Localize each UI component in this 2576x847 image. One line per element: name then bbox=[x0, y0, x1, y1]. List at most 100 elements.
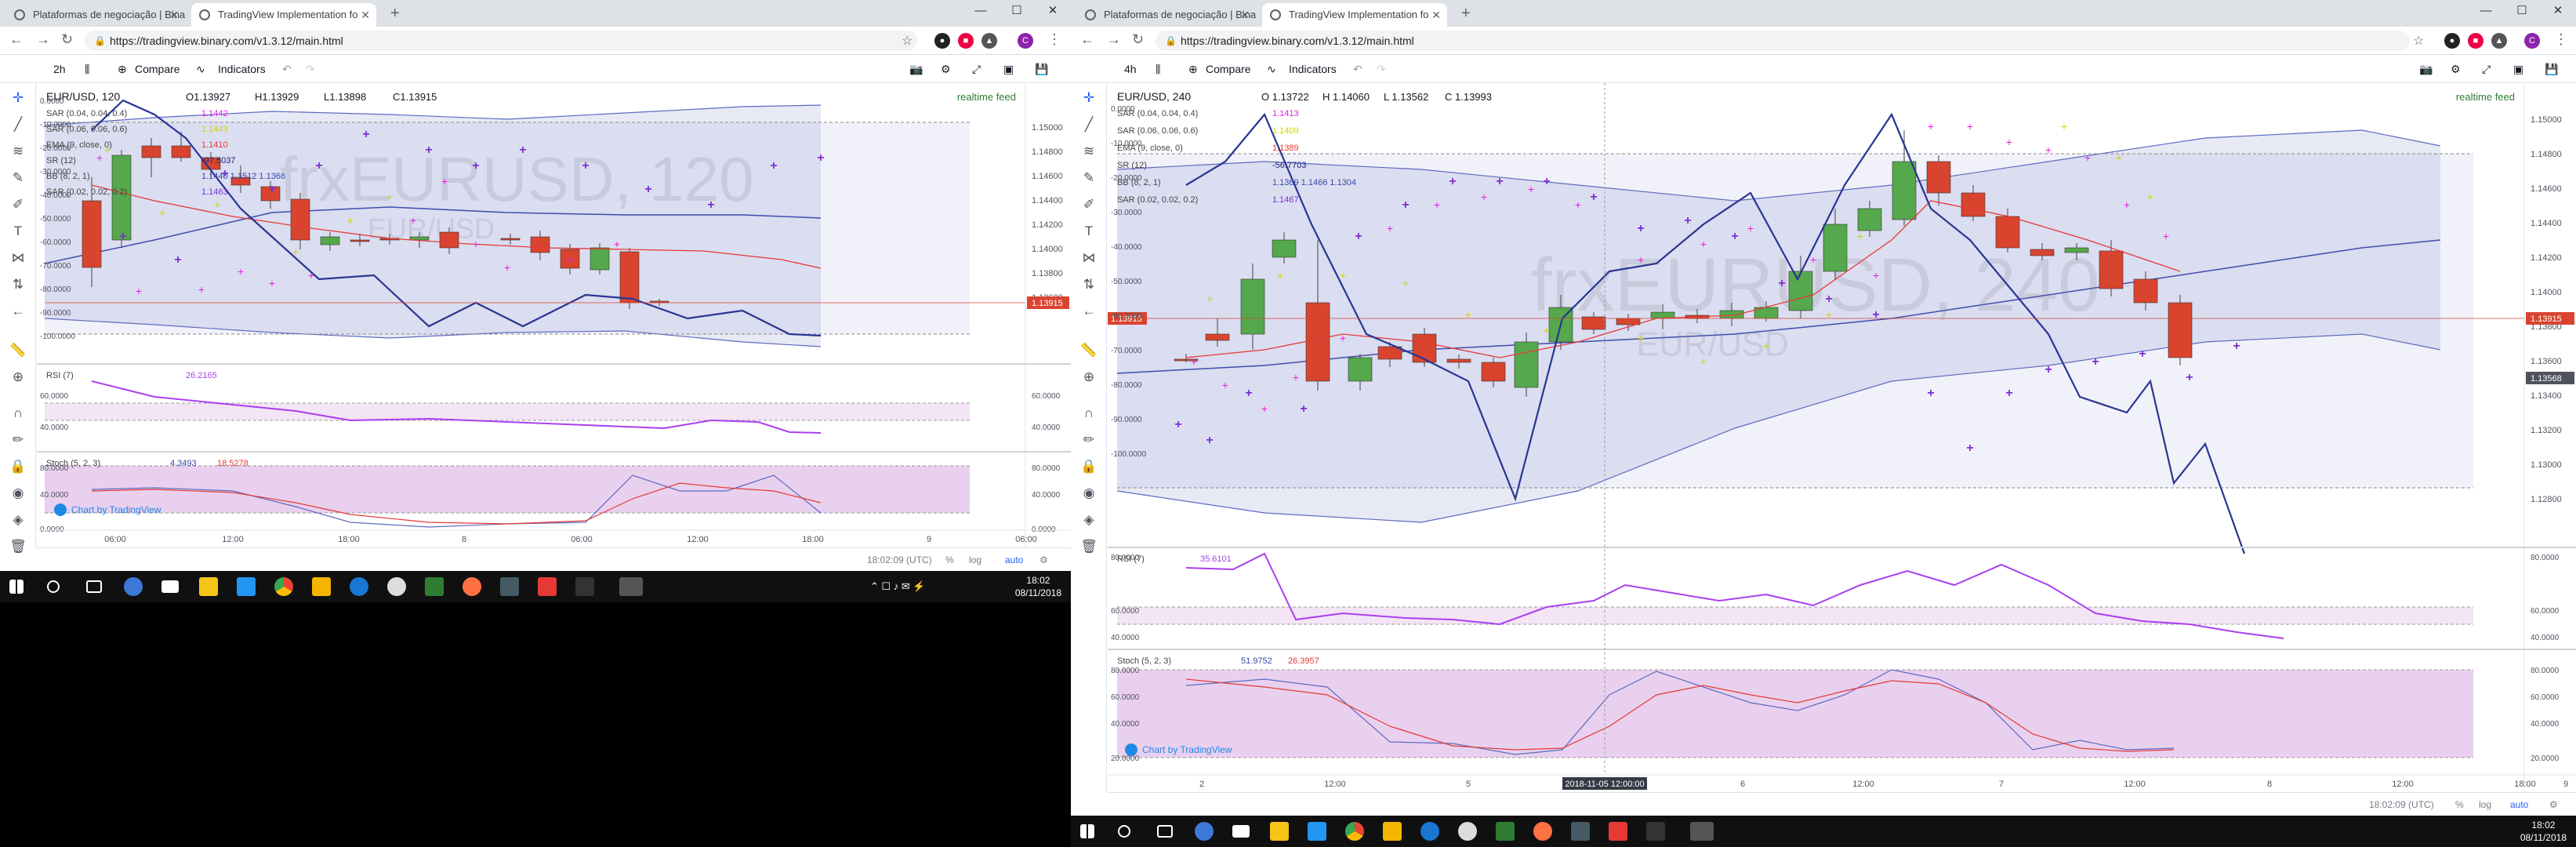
menu-icon[interactable]: ⋮ bbox=[1047, 31, 1061, 47]
log-toggle[interactable]: log bbox=[969, 554, 982, 565]
timeframe-button[interactable]: 2h bbox=[53, 63, 66, 75]
auto-toggle[interactable]: auto bbox=[1005, 554, 1024, 565]
save-icon[interactable]: 💾 bbox=[1035, 63, 1049, 75]
maximize-icon[interactable]: ☐ bbox=[1011, 4, 1022, 17]
app-icon[interactable] bbox=[237, 577, 256, 596]
redo-icon[interactable]: ↷ bbox=[1377, 63, 1386, 75]
task-view-icon[interactable] bbox=[1157, 825, 1173, 838]
extension-icon[interactable]: ■ bbox=[958, 33, 974, 49]
address-bar[interactable]: 🔒 https://tradingview.binary.com/v1.3.12/… bbox=[85, 31, 917, 51]
reload-icon[interactable]: ↻ bbox=[61, 31, 74, 47]
screenshot-icon[interactable]: 📷 bbox=[2419, 63, 2433, 75]
undo-icon[interactable]: ↶ bbox=[1353, 63, 1362, 75]
compare-button[interactable]: Compare bbox=[135, 63, 180, 75]
indicators-icon[interactable]: ∿ bbox=[1267, 63, 1276, 75]
percent-toggle[interactable]: % bbox=[2455, 799, 2464, 810]
timeframe-button[interactable]: 4h bbox=[1124, 63, 1137, 75]
pen-icon[interactable]: ✐ bbox=[1083, 197, 1095, 212]
crosshair-icon[interactable]: ✛ bbox=[1083, 90, 1095, 105]
profile-avatar[interactable]: C bbox=[2524, 33, 2540, 49]
pattern-icon[interactable]: ⋈ bbox=[11, 250, 25, 265]
eye-icon[interactable]: ◉ bbox=[1083, 485, 1095, 500]
prediction-icon[interactable]: ⇅ bbox=[12, 277, 24, 292]
chart-type-icon[interactable]: ⫼ bbox=[1156, 63, 1161, 75]
tab-binary[interactable]: Plataformas de negociação | Bina ✕ bbox=[6, 3, 185, 27]
screenshot-icon[interactable]: 📷 bbox=[909, 63, 923, 75]
maximize-icon[interactable]: ☐ bbox=[2516, 4, 2527, 17]
close-tab-icon[interactable]: ✕ bbox=[1240, 9, 1250, 21]
close-tab-icon[interactable]: ✕ bbox=[169, 9, 179, 21]
edge-icon[interactable] bbox=[350, 577, 368, 596]
new-tab-icon[interactable]: + bbox=[1461, 5, 1471, 22]
app-icon[interactable] bbox=[500, 577, 519, 596]
layers-icon[interactable]: ◈ bbox=[1083, 512, 1094, 527]
forward-icon[interactable]: → bbox=[36, 31, 50, 47]
back-arrow-icon[interactable]: ← bbox=[11, 304, 25, 318]
fib-icon[interactable]: ≋ bbox=[12, 144, 24, 158]
menu-icon[interactable]: ⋮ bbox=[2554, 31, 2568, 47]
indicators-button[interactable]: Indicators bbox=[218, 63, 266, 75]
zoom-icon[interactable]: ⊕ bbox=[1083, 369, 1095, 384]
bookmark-star-icon[interactable]: ☆ bbox=[902, 35, 913, 48]
lock-drawings-icon[interactable]: ✏ bbox=[12, 432, 24, 447]
compare-icon[interactable]: ⊕ bbox=[1188, 63, 1198, 75]
tab-tradingview[interactable]: TradingView Implementation fo ✕ bbox=[191, 3, 376, 27]
back-icon[interactable]: ← bbox=[1080, 31, 1094, 47]
pen-icon[interactable]: ✐ bbox=[12, 197, 24, 212]
fib-icon[interactable]: ≋ bbox=[1083, 144, 1095, 158]
tab-binary[interactable]: Plataformas de negociação | Bina ✕ bbox=[1077, 3, 1256, 27]
close-window-icon[interactable]: ✕ bbox=[2552, 4, 2563, 17]
windows-start-icon[interactable] bbox=[9, 580, 24, 594]
app-icon[interactable] bbox=[1609, 822, 1627, 841]
chart-type-icon[interactable]: ⫼ bbox=[85, 63, 90, 75]
address-bar[interactable]: 🔒 https://tradingview.binary.com/v1.3.12/… bbox=[1156, 31, 2410, 51]
auto-toggle[interactable]: auto bbox=[2510, 799, 2529, 810]
trendline-icon[interactable]: ╱ bbox=[1084, 117, 1094, 132]
eye-icon[interactable]: ◉ bbox=[12, 485, 24, 500]
pattern-icon[interactable]: ⋈ bbox=[1082, 250, 1096, 265]
extension-icon[interactable]: ▲ bbox=[981, 33, 997, 49]
close-tab-icon[interactable]: ✕ bbox=[1431, 9, 1441, 21]
prediction-icon[interactable]: ⇅ bbox=[1083, 277, 1095, 292]
redo-icon[interactable]: ↷ bbox=[306, 63, 315, 75]
layout-icon[interactable]: ▣ bbox=[1003, 63, 1014, 75]
lock-icon[interactable]: 🔒 bbox=[9, 459, 27, 474]
bookmark-star-icon[interactable]: ☆ bbox=[2413, 35, 2425, 48]
file-explorer-icon[interactable] bbox=[1383, 822, 1402, 841]
indicators-icon[interactable]: ∿ bbox=[196, 63, 205, 75]
minimize-icon[interactable]: — bbox=[974, 4, 987, 17]
app-icon[interactable] bbox=[463, 577, 481, 596]
search-icon[interactable] bbox=[47, 580, 60, 593]
app-icon[interactable] bbox=[1458, 822, 1477, 841]
app-icon[interactable] bbox=[1533, 822, 1552, 841]
windows-start-icon[interactable] bbox=[1080, 824, 1094, 838]
paint-icon[interactable] bbox=[124, 577, 143, 596]
app-icon[interactable] bbox=[425, 577, 444, 596]
settings-icon[interactable]: ⚙ bbox=[2451, 63, 2461, 75]
zoom-icon[interactable]: ⊕ bbox=[12, 369, 24, 384]
system-clock[interactable]: 18:02 08/11/2018 bbox=[2520, 820, 2567, 843]
magnet-icon[interactable]: ∩ bbox=[13, 405, 24, 420]
undo-icon[interactable]: ↶ bbox=[282, 63, 292, 75]
scale-settings-icon[interactable]: ⚙ bbox=[2549, 799, 2558, 810]
ruler-icon[interactable]: 📏 bbox=[9, 343, 27, 358]
system-clock[interactable]: 18:02 08/11/2018 bbox=[1014, 575, 1061, 598]
fullscreen-icon[interactable]: ⤢ bbox=[972, 63, 981, 75]
edge-icon[interactable] bbox=[1420, 822, 1439, 841]
reload-icon[interactable]: ↻ bbox=[1132, 31, 1145, 47]
extension-icon[interactable]: ● bbox=[2444, 33, 2460, 49]
trendline-icon[interactable]: ╱ bbox=[13, 117, 23, 132]
trash-icon[interactable]: 🗑 bbox=[9, 539, 27, 554]
extension-icon[interactable]: ■ bbox=[2468, 33, 2483, 49]
lock-drawings-icon[interactable]: ✏ bbox=[1083, 432, 1095, 447]
mail-icon[interactable] bbox=[1232, 825, 1250, 838]
compare-icon[interactable]: ⊕ bbox=[118, 63, 127, 75]
app-icon[interactable] bbox=[1496, 822, 1515, 841]
forward-icon[interactable]: → bbox=[1107, 31, 1121, 47]
store-icon[interactable] bbox=[1270, 822, 1289, 841]
search-icon[interactable] bbox=[1118, 825, 1130, 838]
app-icon[interactable] bbox=[1646, 822, 1665, 841]
log-toggle[interactable]: log bbox=[2479, 799, 2492, 810]
brush-icon[interactable]: ✎ bbox=[12, 170, 24, 185]
